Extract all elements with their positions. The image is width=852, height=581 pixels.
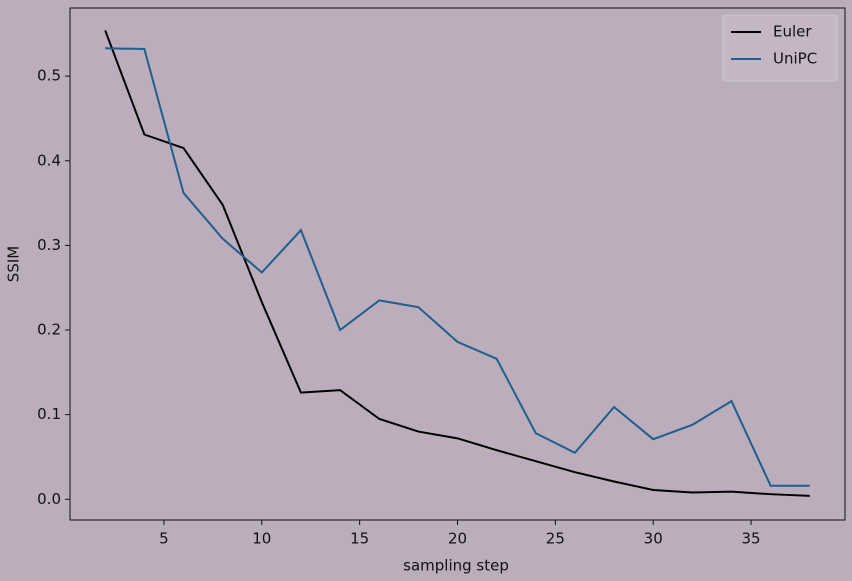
x-tick-label: 20	[448, 530, 467, 548]
x-axis-label: sampling step	[403, 557, 509, 575]
y-tick-label: 0.5	[37, 67, 61, 85]
x-tick-label: 30	[644, 530, 663, 548]
x-tick-label: 15	[350, 530, 369, 548]
x-tick-label: 10	[252, 530, 271, 548]
plot-frame	[69, 7, 846, 521]
x-tick-label: 35	[742, 530, 761, 548]
y-tick-label: 0.1	[37, 405, 61, 423]
y-tick-label: 0.4	[37, 151, 61, 169]
y-tick-label: 0.3	[37, 236, 61, 254]
line	[104, 30, 810, 497]
x-tick-label: 25	[546, 530, 565, 548]
legend-label: UniPC	[773, 50, 817, 68]
y-tick-label: 0.2	[37, 321, 61, 339]
x-tick-label: 5	[159, 530, 169, 548]
y-tick-label: 0.0	[37, 490, 61, 508]
legend-label: Euler	[773, 23, 812, 41]
y-axis-label: SSIM	[5, 246, 23, 282]
line	[105, 47, 810, 487]
